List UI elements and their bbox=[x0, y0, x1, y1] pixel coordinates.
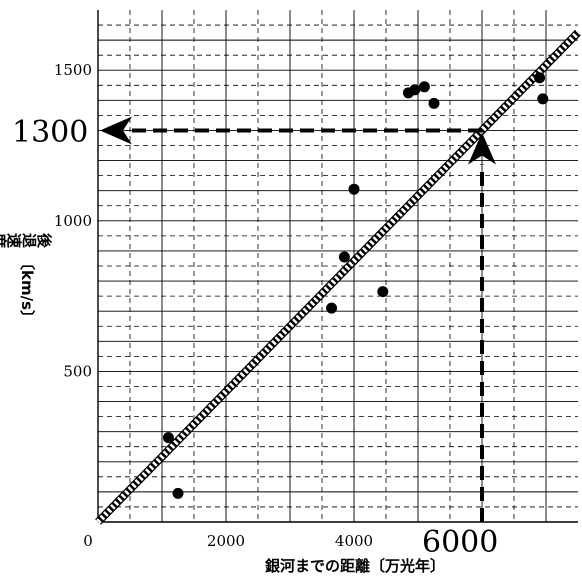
y-axis-label: 後退速度 bbox=[0, 231, 53, 249]
data-point bbox=[428, 97, 440, 109]
y-tick-label: 1500 bbox=[54, 61, 92, 79]
x-tick-label: 0 bbox=[83, 532, 93, 550]
data-point bbox=[377, 286, 389, 298]
fit-line bbox=[95, 29, 581, 525]
x-tick-label: 4000 bbox=[335, 532, 373, 550]
data-point bbox=[409, 84, 421, 96]
data-point bbox=[418, 81, 430, 93]
y-tick-label: 500 bbox=[63, 362, 92, 380]
y-tick-label: 1000 bbox=[54, 212, 92, 230]
arrowhead-up bbox=[468, 132, 496, 165]
tick-labels: 500 1000 1500 0 2000 4000 bbox=[54, 61, 373, 550]
data-point bbox=[348, 183, 360, 195]
guide-arrows bbox=[100, 116, 496, 522]
fit-line-stripes bbox=[96, 30, 580, 524]
data-points bbox=[162, 72, 549, 499]
plot-frame bbox=[97, 10, 578, 523]
data-point bbox=[172, 487, 184, 499]
data-point bbox=[537, 93, 549, 105]
x-tick-label: 2000 bbox=[207, 532, 245, 550]
y-axis-unit: 〔km/s〕 bbox=[18, 255, 36, 325]
data-point bbox=[162, 432, 174, 444]
data-point bbox=[326, 302, 338, 314]
annotation-y-value: 1300 bbox=[12, 115, 88, 150]
annotation-x-value: 6000 bbox=[422, 525, 498, 560]
data-point bbox=[534, 72, 546, 84]
x-axis-label: 銀河までの距離〔万光年〕 bbox=[265, 557, 445, 575]
arrowhead-left bbox=[100, 116, 132, 145]
data-point bbox=[338, 251, 350, 263]
grid-lines bbox=[98, 10, 578, 522]
